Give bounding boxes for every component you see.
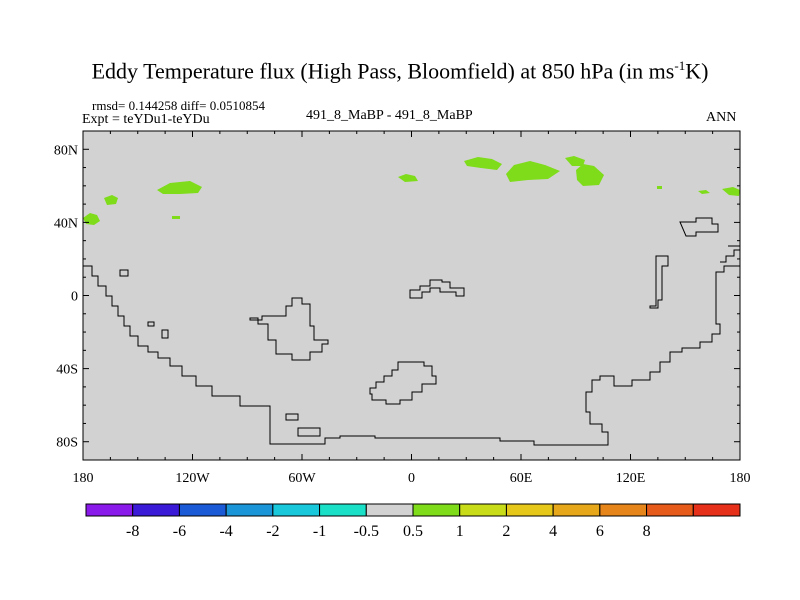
colorbar-label: 8 <box>643 523 651 540</box>
axis-ticks: 180 120W 60W 0 60E 120E 180 80N 40N 0 40S 80S <box>54 130 751 486</box>
x-tick-label: 0 <box>408 471 415 486</box>
y-tick-label: 40S <box>56 363 78 378</box>
colorbar-box <box>552 503 601 517</box>
patch-bering <box>104 195 118 205</box>
colorbar-box <box>412 503 461 517</box>
x-tick-label: 180 <box>730 471 751 486</box>
colorbar-box <box>225 503 274 517</box>
patch-kamchatka <box>698 190 710 194</box>
positive-anomaly-patches <box>83 156 740 225</box>
chart-title: Eddy Temperature flux (High Pass, Bloomf… <box>91 58 709 84</box>
colorbar-label: 6 <box>596 523 604 540</box>
colorbar-label: -6 <box>173 523 186 540</box>
patch-us <box>172 216 180 219</box>
contour-lines <box>83 217 740 446</box>
colorbar-box <box>132 503 180 517</box>
x-tick-label: 60W <box>288 471 316 486</box>
colorbar-label: 1 <box>456 523 464 540</box>
x-tick-label: 120W <box>175 471 210 486</box>
patch-dateline <box>722 187 740 196</box>
stats-text: rmsd= 0.144258 diff= 0.0510854 <box>92 98 265 113</box>
patch-alaska-dot <box>657 186 662 189</box>
colorbar-label: 0.5 <box>403 523 423 540</box>
colorbar-box <box>319 503 367 517</box>
colorbar-label: -1 <box>313 523 326 540</box>
colorbar-label: -4 <box>219 523 232 540</box>
colorbar-label: -2 <box>266 523 279 540</box>
colorbar-label: 2 <box>502 523 510 540</box>
y-tick-label: 40N <box>54 216 78 231</box>
experiment-label: Expt = teYDu1-teYDu <box>82 112 210 127</box>
colorbar-box <box>646 503 694 517</box>
colorbar-label: -0.5 <box>354 523 379 540</box>
colorbar-box <box>178 503 227 517</box>
colorbar-label: -8 <box>126 523 139 540</box>
patch-siberia-e <box>576 164 604 186</box>
patch-scandinavia <box>464 157 502 170</box>
y-tick-label: 80N <box>54 143 78 158</box>
colorbar-box <box>505 503 554 517</box>
x-tick-label: 180 <box>73 471 94 486</box>
patch-greenland <box>398 174 418 182</box>
colorbar-box <box>692 503 741 517</box>
patch-siberia-w <box>506 161 560 182</box>
x-tick-label: 120E <box>616 471 646 486</box>
colorbar-box <box>459 503 507 517</box>
season-label: ANN <box>706 110 737 125</box>
case-label: 491_8_MaBP - 491_8_MaBP <box>306 108 473 123</box>
colorbar-box <box>272 503 321 517</box>
colorbar: -8 -6 -4 -2 -1 -0.5 0.5 1 2 4 6 8 <box>85 503 741 540</box>
colorbar-box <box>599 503 648 517</box>
y-tick-label: 0 <box>71 290 78 305</box>
colorbar-label: 4 <box>549 523 557 540</box>
colorbar-box <box>365 503 414 517</box>
patch-siberia-n <box>565 156 585 166</box>
colorbar-box <box>85 503 134 517</box>
patch-canada <box>157 181 202 194</box>
x-tick-label: 60E <box>510 471 533 486</box>
y-tick-label: 80S <box>56 436 78 451</box>
